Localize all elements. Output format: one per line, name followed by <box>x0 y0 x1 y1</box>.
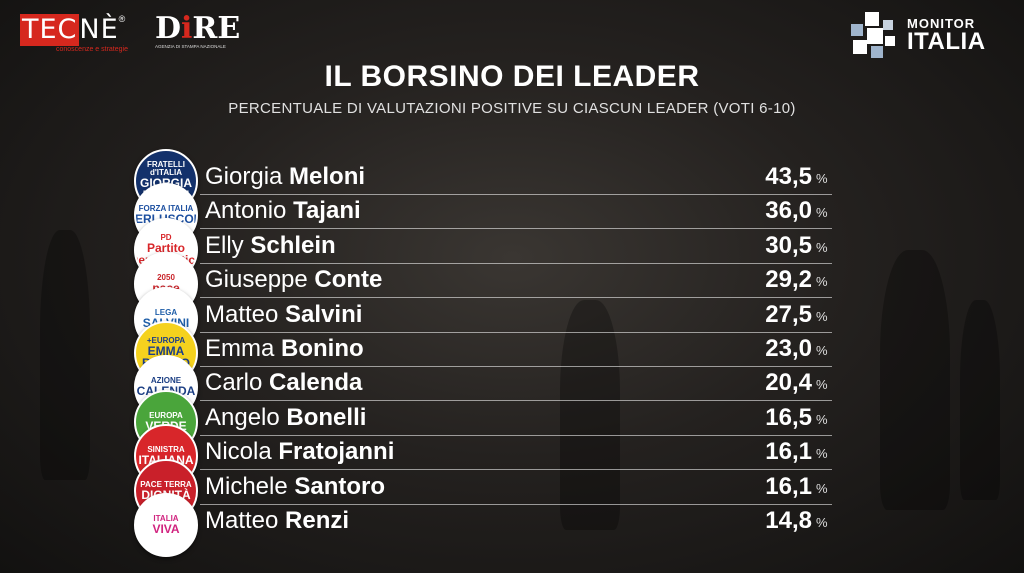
page-title: IL BORSINO DEI LEADER <box>324 60 700 93</box>
leader-value: 29,2 <box>765 266 812 294</box>
percent-unit: % <box>816 377 828 393</box>
party-logo-text: FORZA ITALIA <box>138 204 194 214</box>
leader-first-name: Giuseppe <box>205 266 315 294</box>
leader-last-name: Conte <box>314 266 383 294</box>
percent-unit: % <box>816 205 828 221</box>
cubes-icon <box>851 12 895 58</box>
leader-first-name: Matteo <box>205 300 286 328</box>
leader-name: Giorgia Meloni <box>205 163 365 191</box>
percent-unit: % <box>816 515 828 530</box>
leader-last-name: Salvini <box>285 300 363 328</box>
percent-unit: % <box>816 480 828 496</box>
page-subtitle: PERCENTUALE DI VALUTAZIONI POSITIVE SU C… <box>228 100 796 117</box>
dire-logo-i: i <box>181 11 193 46</box>
party-logo-text: SINISTRA <box>147 445 185 455</box>
row-divider <box>200 194 832 195</box>
party-logo-text: FRATELLI d'ITALIA <box>146 160 186 177</box>
party-logo-text: VIVA <box>152 522 180 536</box>
row-divider <box>200 366 832 367</box>
background-figure <box>960 300 1000 500</box>
percent-unit: % <box>816 446 828 462</box>
dire-tagline: AGENZIA DI STAMPA NAZIONALE <box>155 44 226 49</box>
background-figure <box>40 230 90 480</box>
leader-first-name: Angelo <box>205 403 287 431</box>
leader-last-name: Renzi <box>285 507 350 534</box>
leader-value: 27,5 <box>765 300 812 328</box>
leader-last-name: Santoro <box>294 472 386 500</box>
leader-value: 16,1 <box>765 438 812 466</box>
leader-name: Giuseppe Conte <box>205 266 382 294</box>
percent-unit: % <box>816 343 828 358</box>
party-logo-text: EUROPA <box>149 410 183 420</box>
row-divider <box>200 400 832 402</box>
row-divider <box>200 434 832 436</box>
leader-name: Emma Bonino <box>205 335 364 363</box>
leader-value: 20,4 <box>765 369 812 397</box>
leader-value: 14,8 <box>765 507 812 534</box>
leader-first-name: Carlo <box>205 369 270 397</box>
dire-logo: DiRE AGENZIA DI STAMPA NAZIONALE <box>155 11 240 56</box>
percent-unit: % <box>816 411 828 427</box>
tecne-logo-right: NÈ <box>79 14 119 45</box>
leader-value: 23,0 <box>765 335 812 362</box>
leader-last-name: Bonino <box>281 335 364 362</box>
background-figure <box>560 300 620 530</box>
leader-last-name: Calenda <box>269 369 363 397</box>
leader-value: 16,1 <box>765 472 812 500</box>
leader-last-name: Fratojanni <box>278 438 395 466</box>
leader-value: 36,0 <box>765 197 812 225</box>
party-logo-text: PD <box>160 232 172 242</box>
dire-logo-d: D <box>155 11 182 46</box>
leader-first-name: Emma <box>205 335 282 362</box>
row-divider <box>200 297 832 299</box>
italia-label: ITALIA <box>907 28 986 55</box>
tecne-registered-mark: ® <box>118 14 126 24</box>
leader-name: Elly Schlein <box>205 232 336 260</box>
leader-last-name: Tajani <box>293 197 361 225</box>
leader-name: Carlo Calenda <box>205 369 362 397</box>
leader-first-name: Antonio <box>205 197 294 225</box>
leader-name: Matteo Salvini <box>205 301 362 329</box>
row-divider <box>200 503 832 505</box>
leader-name: Angelo Bonelli <box>205 404 366 432</box>
leader-value: 16,5 <box>765 403 812 431</box>
leader-last-name: Bonelli <box>286 403 367 431</box>
background-figure <box>880 250 950 510</box>
leader-first-name: Elly <box>205 231 251 259</box>
percent-unit: % <box>816 274 828 290</box>
party-logo-text: ITALIA <box>153 514 179 523</box>
party-logo-text: LEGA <box>154 307 178 317</box>
leader-first-name: Giorgia <box>205 163 290 190</box>
party-logo-text: PACE TERRA <box>140 479 192 489</box>
tecne-logo: TECNÈ® conoscenze e strategie <box>20 14 140 58</box>
leader-last-name: Schlein <box>250 231 336 259</box>
leader-first-name: Michele <box>205 472 295 500</box>
party-logo-text: 2050 <box>157 273 175 283</box>
party-logo-text: AZIONE <box>150 376 182 386</box>
tecne-logo-left: TEC <box>20 14 80 46</box>
leader-first-name: Matteo <box>205 507 286 534</box>
row-divider <box>200 262 832 264</box>
leader-value: 30,5 <box>765 231 812 259</box>
party-logo-text: +EUROPA <box>146 336 186 345</box>
percent-unit: % <box>816 239 828 255</box>
percent-unit: % <box>816 171 828 186</box>
leader-name: Nicola Fratojanni <box>205 438 394 466</box>
row-divider <box>200 228 832 230</box>
dire-logo-re: RE <box>192 11 241 46</box>
row-divider <box>200 331 832 333</box>
monitor-label: MONITOR <box>907 16 976 31</box>
tecne-tagline: conoscenze e strategie <box>56 46 128 53</box>
leader-name: Antonio Tajani <box>205 197 361 225</box>
party-logo: ITALIA VIVA <box>134 493 198 557</box>
leader-name: Matteo Renzi <box>205 507 349 535</box>
leader-name: Michele Santoro <box>205 473 385 501</box>
leader-first-name: Nicola <box>205 438 279 466</box>
leader-last-name: Meloni <box>289 163 366 190</box>
leader-value: 43,5 <box>765 163 812 190</box>
row-divider <box>200 469 832 471</box>
monitor-italia-logo: MONITOR ITALIA <box>845 10 1005 64</box>
percent-unit: % <box>816 308 828 324</box>
